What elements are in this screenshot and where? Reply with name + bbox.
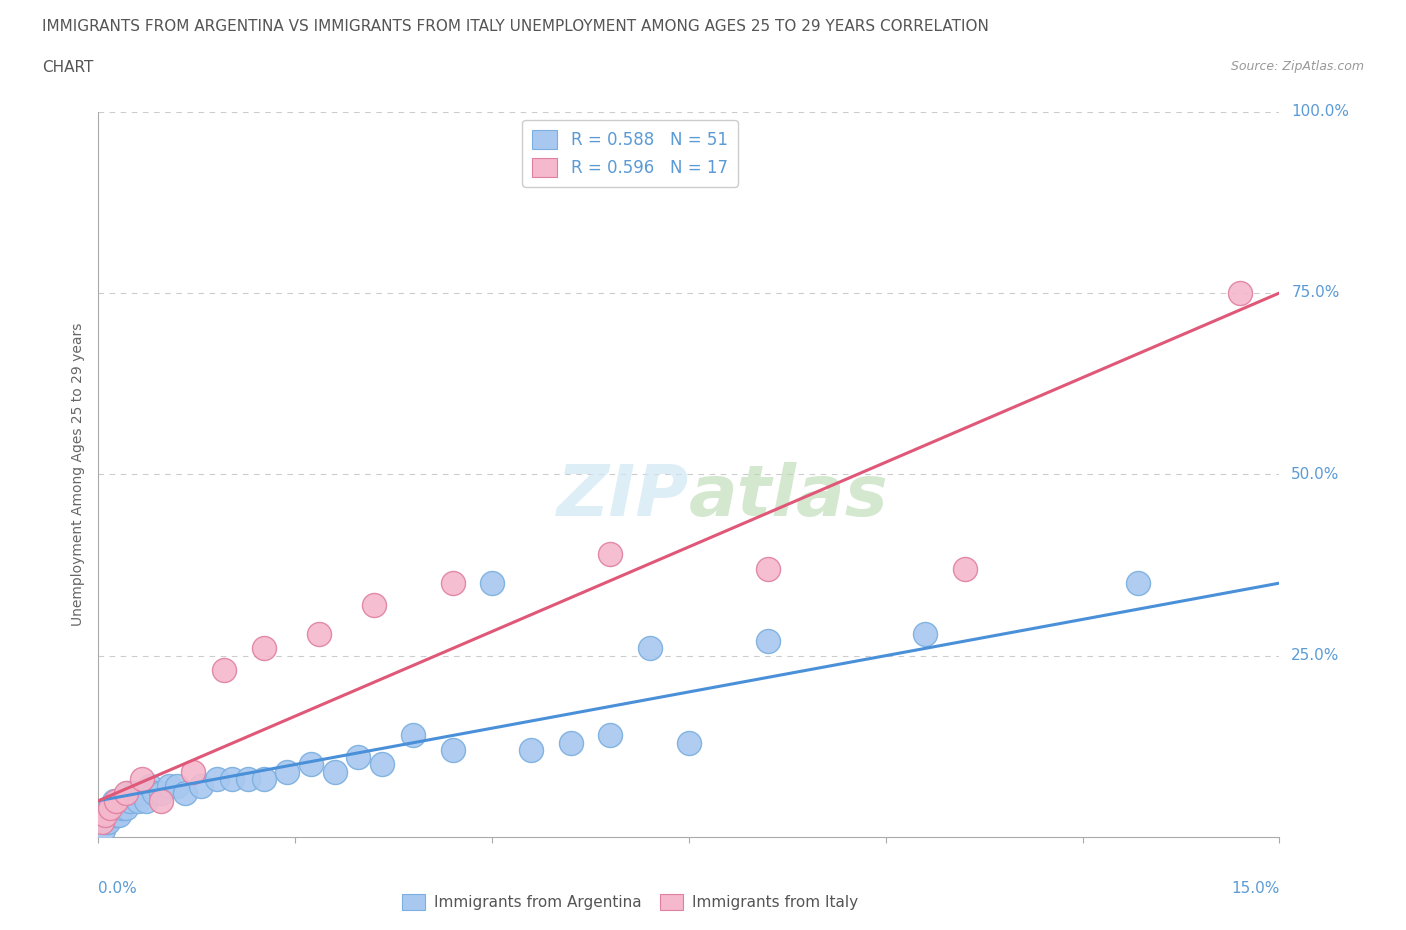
Point bbox=[756, 633, 779, 648]
Point bbox=[371, 757, 394, 772]
Point bbox=[166, 778, 188, 793]
Point bbox=[599, 728, 621, 743]
Point bbox=[112, 793, 135, 808]
Point bbox=[221, 772, 243, 787]
Text: IMMIGRANTS FROM ARGENTINA VS IMMIGRANTS FROM ITALY UNEMPLOYMENT AMONG AGES 25 TO: IMMIGRANTS FROM ARGENTINA VS IMMIGRANTS … bbox=[42, 19, 988, 33]
Text: 15.0%: 15.0% bbox=[1232, 881, 1279, 896]
Point bbox=[1229, 286, 1251, 300]
Text: 75.0%: 75.0% bbox=[1291, 286, 1340, 300]
Point bbox=[90, 815, 112, 830]
Text: CHART: CHART bbox=[42, 60, 94, 75]
Point bbox=[115, 801, 138, 816]
Text: Source: ZipAtlas.com: Source: ZipAtlas.com bbox=[1230, 60, 1364, 73]
Point bbox=[236, 772, 259, 787]
Point bbox=[117, 786, 139, 801]
Point bbox=[678, 736, 700, 751]
Legend: Immigrants from Argentina, Immigrants from Italy: Immigrants from Argentina, Immigrants fr… bbox=[395, 888, 865, 916]
Point bbox=[101, 801, 124, 816]
Point bbox=[181, 764, 204, 779]
Point bbox=[96, 808, 118, 823]
Point bbox=[953, 561, 976, 576]
Point bbox=[520, 742, 543, 757]
Point bbox=[347, 750, 370, 764]
Point bbox=[115, 786, 138, 801]
Point bbox=[127, 793, 149, 808]
Point bbox=[481, 576, 503, 591]
Point bbox=[363, 597, 385, 612]
Point bbox=[138, 778, 160, 793]
Point bbox=[91, 822, 114, 837]
Point bbox=[131, 772, 153, 787]
Point bbox=[638, 641, 661, 656]
Text: atlas: atlas bbox=[689, 461, 889, 530]
Point bbox=[441, 742, 464, 757]
Text: 25.0%: 25.0% bbox=[1291, 648, 1340, 663]
Point bbox=[93, 808, 115, 823]
Point bbox=[131, 786, 153, 801]
Point bbox=[108, 808, 131, 823]
Point bbox=[560, 736, 582, 751]
Point bbox=[1126, 576, 1149, 591]
Point bbox=[599, 547, 621, 562]
Point bbox=[104, 793, 127, 808]
Text: 0.0%: 0.0% bbox=[98, 881, 138, 896]
Point bbox=[111, 801, 134, 816]
Point bbox=[150, 786, 173, 801]
Point bbox=[441, 576, 464, 591]
Point bbox=[103, 793, 125, 808]
Point bbox=[98, 808, 121, 823]
Point bbox=[308, 627, 330, 642]
Point bbox=[122, 786, 145, 801]
Point bbox=[205, 772, 228, 787]
Point bbox=[190, 778, 212, 793]
Point bbox=[101, 808, 124, 823]
Point bbox=[104, 808, 127, 823]
Point bbox=[299, 757, 322, 772]
Y-axis label: Unemployment Among Ages 25 to 29 years: Unemployment Among Ages 25 to 29 years bbox=[70, 323, 84, 626]
Point bbox=[276, 764, 298, 779]
Point bbox=[914, 627, 936, 642]
Point bbox=[98, 801, 121, 816]
Text: ZIP: ZIP bbox=[557, 461, 689, 530]
Text: 100.0%: 100.0% bbox=[1291, 104, 1350, 119]
Point bbox=[110, 793, 132, 808]
Point bbox=[90, 815, 112, 830]
Point bbox=[253, 772, 276, 787]
Point bbox=[142, 786, 165, 801]
Point bbox=[756, 561, 779, 576]
Point bbox=[253, 641, 276, 656]
Point bbox=[97, 815, 120, 830]
Point bbox=[93, 808, 115, 823]
Point bbox=[118, 793, 141, 808]
Point bbox=[98, 801, 121, 816]
Text: 50.0%: 50.0% bbox=[1291, 467, 1340, 482]
Point bbox=[157, 778, 180, 793]
Point bbox=[96, 815, 118, 830]
Point bbox=[214, 663, 236, 678]
Point bbox=[135, 793, 157, 808]
Point bbox=[402, 728, 425, 743]
Point bbox=[174, 786, 197, 801]
Point bbox=[323, 764, 346, 779]
Point bbox=[150, 793, 173, 808]
Point bbox=[105, 801, 128, 816]
